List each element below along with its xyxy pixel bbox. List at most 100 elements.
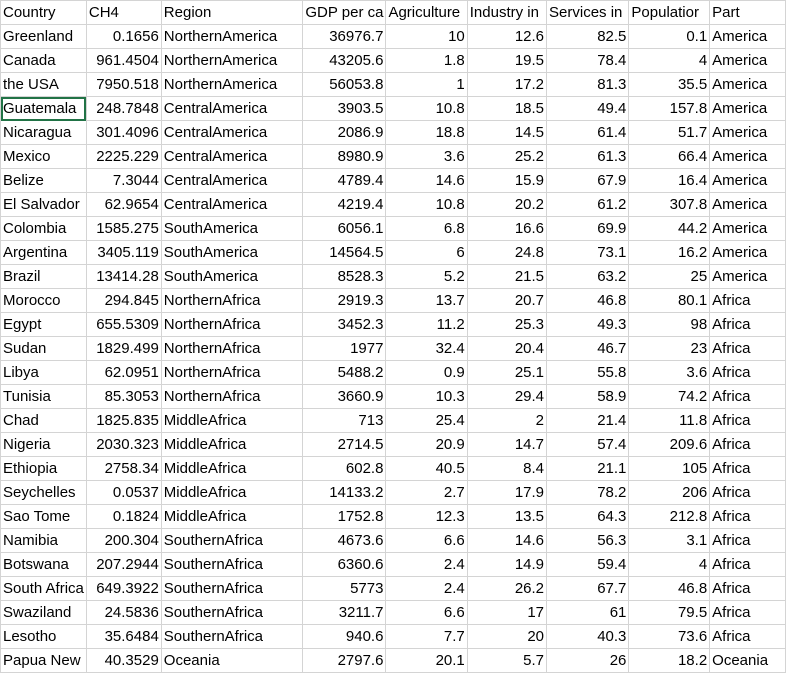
cell-industry[interactable]: 17 xyxy=(466,600,548,625)
cell-region[interactable]: SouthAmerica xyxy=(160,216,304,241)
cell-gdp[interactable]: 4673.6 xyxy=(302,528,387,553)
cell-services[interactable]: 78.2 xyxy=(546,480,630,505)
cell-population[interactable]: 74.2 xyxy=(628,384,711,409)
cell-services[interactable]: 61 xyxy=(546,600,630,625)
cell-ch4[interactable]: 2225.229 xyxy=(85,144,162,169)
cell-country[interactable]: Libya xyxy=(0,360,87,385)
cell-gdp[interactable]: 43205.6 xyxy=(302,48,387,73)
cell-gdp[interactable]: 8528.3 xyxy=(302,264,387,289)
cell-agriculture[interactable]: 12.3 xyxy=(385,504,468,529)
cell-ch4[interactable]: 301.4096 xyxy=(85,120,162,145)
cell-ch4[interactable]: 13414.28 xyxy=(85,264,162,289)
cell-ch4[interactable]: 7.3044 xyxy=(85,168,162,193)
cell-industry[interactable]: 2 xyxy=(466,408,548,433)
cell-part[interactable]: Africa xyxy=(709,600,786,625)
cell-agriculture[interactable]: 7.7 xyxy=(385,624,468,649)
cell-country[interactable]: Seychelles xyxy=(0,480,87,505)
cell-agriculture[interactable]: 14.6 xyxy=(385,168,468,193)
cell-services[interactable]: 69.9 xyxy=(546,216,630,241)
cell-services[interactable]: 21.4 xyxy=(546,408,630,433)
cell-part[interactable]: America xyxy=(709,216,786,241)
cell-population[interactable]: 18.2 xyxy=(628,648,711,673)
cell-gdp[interactable]: 2086.9 xyxy=(302,120,387,145)
cell-services[interactable]: 78.4 xyxy=(546,48,630,73)
cell-gdp[interactable]: 36976.7 xyxy=(302,24,387,49)
cell-country[interactable]: South Africa xyxy=(0,576,87,601)
cell-part[interactable]: Africa xyxy=(709,336,786,361)
cell-country[interactable]: Morocco xyxy=(0,288,87,313)
cell-agriculture[interactable]: 2.4 xyxy=(385,576,468,601)
header-cell-population[interactable]: Populatior xyxy=(628,0,711,25)
cell-industry[interactable]: 18.5 xyxy=(466,96,548,121)
cell-ch4[interactable]: 649.3922 xyxy=(85,576,162,601)
cell-services[interactable]: 49.4 xyxy=(546,96,630,121)
cell-services[interactable]: 26 xyxy=(546,648,630,673)
cell-gdp[interactable]: 56053.8 xyxy=(302,72,387,97)
cell-gdp[interactable]: 3660.9 xyxy=(302,384,387,409)
cell-population[interactable]: 3.1 xyxy=(628,528,711,553)
cell-agriculture[interactable]: 20.9 xyxy=(385,432,468,457)
cell-services[interactable]: 58.9 xyxy=(546,384,630,409)
cell-population[interactable]: 4 xyxy=(628,48,711,73)
cell-country[interactable]: Guatemala xyxy=(0,96,87,121)
cell-population[interactable]: 16.4 xyxy=(628,168,711,193)
cell-services[interactable]: 56.3 xyxy=(546,528,630,553)
header-cell-region[interactable]: Region xyxy=(160,0,304,25)
cell-ch4[interactable]: 1585.275 xyxy=(85,216,162,241)
cell-ch4[interactable]: 62.9654 xyxy=(85,192,162,217)
cell-population[interactable]: 51.7 xyxy=(628,120,711,145)
cell-services[interactable]: 61.2 xyxy=(546,192,630,217)
cell-ch4[interactable]: 7950.518 xyxy=(85,72,162,97)
cell-region[interactable]: NorthernAfrica xyxy=(160,288,304,313)
cell-region[interactable]: NorthernAfrica xyxy=(160,312,304,337)
cell-country[interactable]: Canada xyxy=(0,48,87,73)
cell-gdp[interactable]: 2797.6 xyxy=(302,648,387,673)
cell-gdp[interactable]: 602.8 xyxy=(302,456,387,481)
cell-part[interactable]: Africa xyxy=(709,528,786,553)
cell-industry[interactable]: 17.2 xyxy=(466,72,548,97)
cell-agriculture[interactable]: 11.2 xyxy=(385,312,468,337)
cell-ch4[interactable]: 0.1824 xyxy=(85,504,162,529)
cell-part[interactable]: Africa xyxy=(709,504,786,529)
cell-industry[interactable]: 19.5 xyxy=(466,48,548,73)
cell-industry[interactable]: 29.4 xyxy=(466,384,548,409)
header-cell-agriculture[interactable]: Agriculture xyxy=(385,0,468,25)
cell-gdp[interactable]: 3452.3 xyxy=(302,312,387,337)
cell-industry[interactable]: 13.5 xyxy=(466,504,548,529)
cell-part[interactable]: Africa xyxy=(709,288,786,313)
cell-industry[interactable]: 21.5 xyxy=(466,264,548,289)
cell-ch4[interactable]: 0.0537 xyxy=(85,480,162,505)
cell-region[interactable]: NorthernAfrica xyxy=(160,384,304,409)
cell-region[interactable]: NorthernAfrica xyxy=(160,336,304,361)
cell-region[interactable]: MiddleAfrica xyxy=(160,432,304,457)
cell-population[interactable]: 46.8 xyxy=(628,576,711,601)
cell-part[interactable]: America xyxy=(709,264,786,289)
cell-industry[interactable]: 24.8 xyxy=(466,240,548,265)
cell-region[interactable]: MiddleAfrica xyxy=(160,480,304,505)
cell-industry[interactable]: 17.9 xyxy=(466,480,548,505)
cell-ch4[interactable]: 200.304 xyxy=(85,528,162,553)
cell-country[interactable]: Colombia xyxy=(0,216,87,241)
cell-part[interactable]: Africa xyxy=(709,480,786,505)
cell-part[interactable]: America xyxy=(709,24,786,49)
cell-part[interactable]: America xyxy=(709,240,786,265)
cell-population[interactable]: 23 xyxy=(628,336,711,361)
cell-ch4[interactable]: 294.845 xyxy=(85,288,162,313)
cell-population[interactable]: 35.5 xyxy=(628,72,711,97)
cell-region[interactable]: CentralAmerica xyxy=(160,96,304,121)
cell-agriculture[interactable]: 3.6 xyxy=(385,144,468,169)
cell-industry[interactable]: 8.4 xyxy=(466,456,548,481)
cell-part[interactable]: America xyxy=(709,192,786,217)
cell-agriculture[interactable]: 10.8 xyxy=(385,192,468,217)
cell-population[interactable]: 105 xyxy=(628,456,711,481)
cell-country[interactable]: Egypt xyxy=(0,312,87,337)
cell-industry[interactable]: 20.4 xyxy=(466,336,548,361)
cell-gdp[interactable]: 1977 xyxy=(302,336,387,361)
cell-population[interactable]: 4 xyxy=(628,552,711,577)
cell-gdp[interactable]: 713 xyxy=(302,408,387,433)
cell-services[interactable]: 67.7 xyxy=(546,576,630,601)
cell-region[interactable]: MiddleAfrica xyxy=(160,504,304,529)
cell-gdp[interactable]: 4219.4 xyxy=(302,192,387,217)
cell-ch4[interactable]: 961.4504 xyxy=(85,48,162,73)
cell-population[interactable]: 209.6 xyxy=(628,432,711,457)
